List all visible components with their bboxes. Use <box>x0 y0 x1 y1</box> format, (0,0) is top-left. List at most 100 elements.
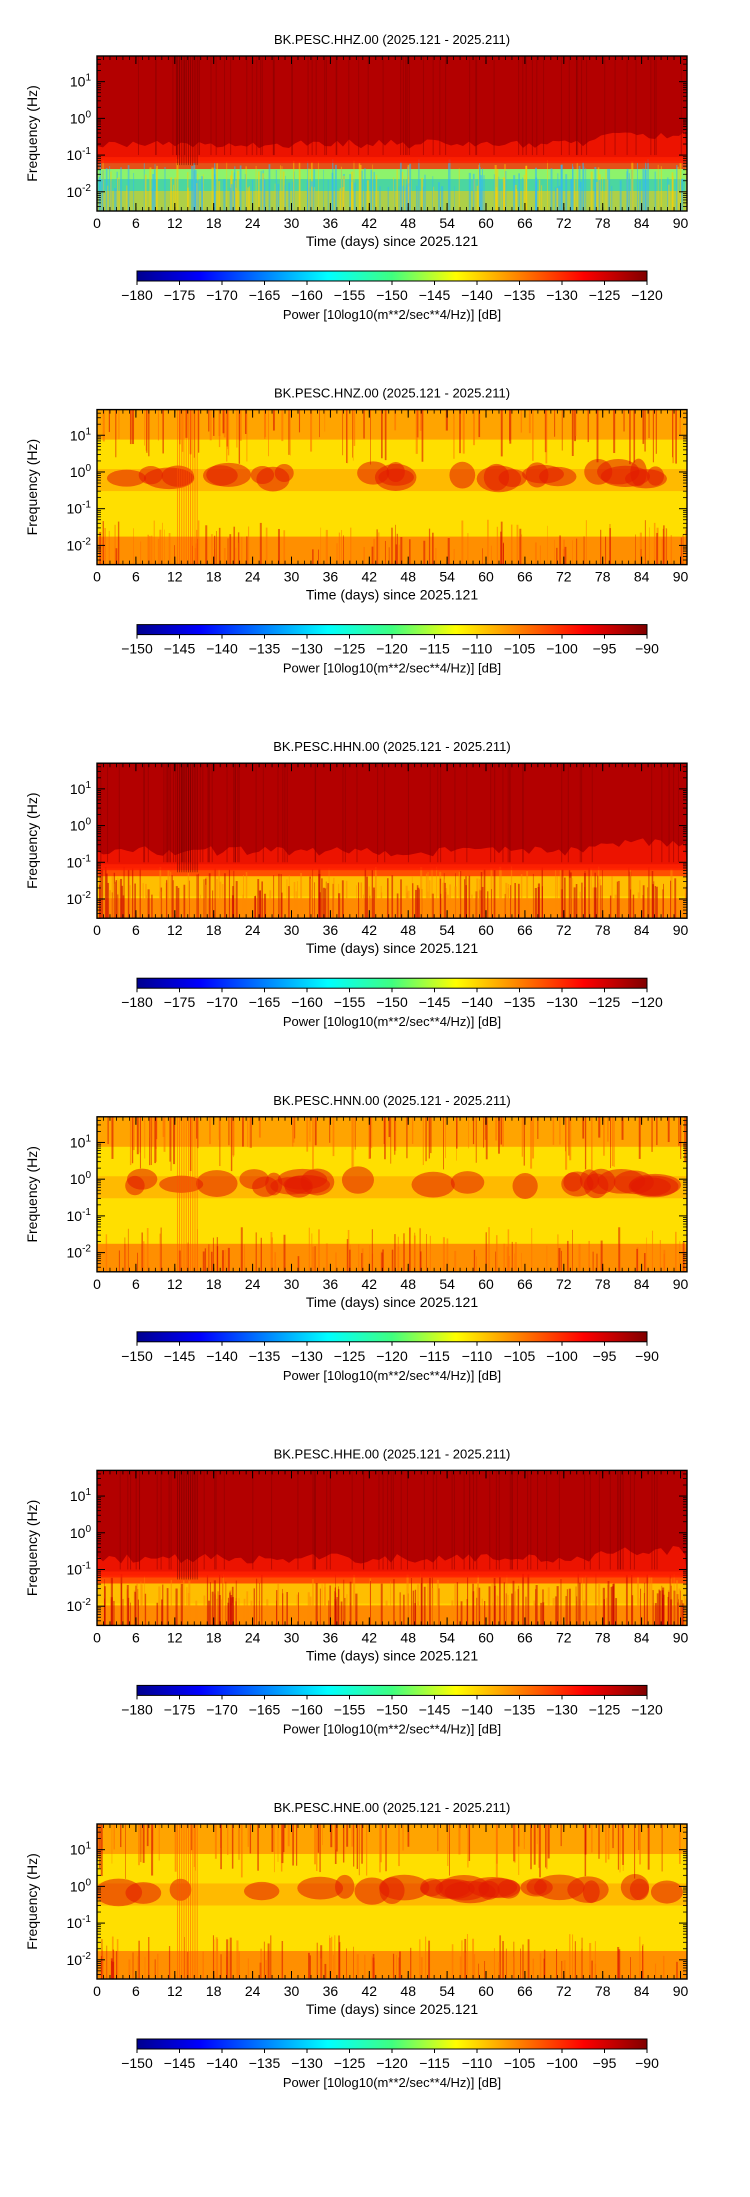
x-tick-label: 42 <box>362 1629 378 1645</box>
colorbar-tick-label: −110 <box>462 2055 493 2071</box>
colorbar-tick-label: −145 <box>419 994 451 1010</box>
spectrogram-image <box>97 1470 687 1626</box>
x-tick-label: 90 <box>673 1276 689 1292</box>
panel-title: BK.PESC.HHE.00 (2025.121 - 2025.211) <box>274 1446 511 1461</box>
colorbar-tick-label: −160 <box>291 1701 323 1717</box>
x-tick-label: 60 <box>478 215 494 231</box>
y-tick-label: 10-1 <box>67 146 92 163</box>
x-tick-label: 0 <box>93 215 101 231</box>
x-tick-label: 36 <box>323 1629 339 1645</box>
colorbar-label: Power [10log10(m**2/sec**4/Hz)] [dB] <box>283 1368 501 1383</box>
y-tick-label: 100 <box>70 1524 92 1541</box>
x-tick-label: 54 <box>439 1276 455 1292</box>
colorbar-tick-label: −175 <box>164 994 196 1010</box>
x-tick-label: 78 <box>595 922 611 938</box>
colorbar-gradient <box>136 1684 648 1696</box>
colorbar-tick-label: −115 <box>419 2055 450 2071</box>
colorbar-tick-label: −130 <box>291 641 323 657</box>
colorbar-tick-label: −135 <box>249 1348 281 1364</box>
x-tick-label: 48 <box>400 1983 416 1999</box>
colorbar-tick-label: −150 <box>121 1348 153 1364</box>
colorbar-tick-label: −95 <box>593 1348 617 1364</box>
colorbar-tick-label: −120 <box>376 641 408 657</box>
spectrogram-panel: BK.PESC.HHE.00 (2025.121 - 2025.211) 0 6 12… <box>24 1446 689 1736</box>
x-tick-label: 24 <box>245 922 261 938</box>
colorbar-tick-label: −130 <box>291 1348 323 1364</box>
colorbar-label: Power [10log10(m**2/sec**4/Hz)] [dB] <box>283 661 501 676</box>
colorbar-tick-label: −120 <box>376 1348 408 1364</box>
colorbar-label: Power [10log10(m**2/sec**4/Hz)] [dB] <box>283 307 501 322</box>
y-axis-label: Frequency (Hz) <box>24 439 40 535</box>
x-tick-label: 18 <box>206 922 222 938</box>
y-tick-label: 101 <box>70 1841 92 1858</box>
y-axis-label: Frequency (Hz) <box>24 792 40 888</box>
y-tick-label: 100 <box>70 463 92 480</box>
spectrogram-image <box>97 409 687 565</box>
y-tick-label: 10-2 <box>67 890 92 907</box>
colorbar-tick-label: −140 <box>206 2055 238 2071</box>
y-tick-label: 10-1 <box>67 1560 92 1577</box>
x-tick-label: 18 <box>206 1983 222 1999</box>
colorbar-tick-label: −135 <box>249 2055 281 2071</box>
x-tick-label: 0 <box>93 1276 101 1292</box>
colorbar: −150 −145 −140 −135 −130 −125 −120 −115 −110 −105… <box>121 624 659 676</box>
x-tick-label: 24 <box>245 1629 261 1645</box>
y-tick-label: 101 <box>70 780 92 797</box>
y-tick-label: 101 <box>70 1487 92 1504</box>
y-axis-label: Frequency (Hz) <box>24 85 40 181</box>
colorbar-tick-label: −120 <box>631 994 663 1010</box>
panel-title: BK.PESC.HHZ.00 (2025.121 - 2025.211) <box>274 32 510 47</box>
x-tick-label: 12 <box>167 215 183 231</box>
x-tick-label: 42 <box>362 922 378 938</box>
x-tick-label: 12 <box>167 1276 183 1292</box>
x-tick-label: 42 <box>362 215 378 231</box>
colorbar-tick-label: −135 <box>504 994 536 1010</box>
colorbar-tick-label: −110 <box>462 641 493 657</box>
x-tick-label: 42 <box>362 1983 378 1999</box>
x-tick-label: 30 <box>284 1276 300 1292</box>
x-tick-label: 36 <box>323 215 339 231</box>
x-tick-label: 6 <box>132 922 140 938</box>
colorbar-tick-label: −140 <box>461 287 493 303</box>
spectrogram-image <box>97 1824 687 1979</box>
x-tick-label: 0 <box>93 1629 101 1645</box>
x-tick-label: 0 <box>93 569 101 585</box>
colorbar: −150 −145 −140 −135 −130 −125 −120 −115 −110 −105… <box>121 2038 659 2090</box>
panel-title: BK.PESC.HNN.00 (2025.121 - 2025.211) <box>273 1093 511 1108</box>
x-tick-label: 66 <box>517 1983 533 1999</box>
x-tick-label: 6 <box>132 569 140 585</box>
x-tick-label: 90 <box>673 215 689 231</box>
colorbar-tick-label: −105 <box>504 1348 536 1364</box>
spectrogram-image <box>97 1116 687 1272</box>
colorbar-gradient <box>136 624 648 636</box>
colorbar-tick-label: −155 <box>334 1701 366 1717</box>
colorbar-tick-label: −130 <box>546 1701 578 1717</box>
panel-title: BK.PESC.HNZ.00 (2025.121 - 2025.211) <box>274 386 510 401</box>
colorbar-tick-label: −160 <box>291 994 323 1010</box>
x-axis-label: Time (days) since 2025.121 <box>306 940 478 956</box>
x-tick-label: 18 <box>206 569 222 585</box>
x-tick-label: 72 <box>556 1276 572 1292</box>
colorbar-label: Power [10log10(m**2/sec**4/Hz)] [dB] <box>283 1014 501 1029</box>
colorbar-tick-label: −105 <box>504 641 536 657</box>
colorbar-tick-label: −105 <box>504 2055 536 2071</box>
colorbar-tick-label: −125 <box>589 287 621 303</box>
x-tick-label: 24 <box>245 1276 261 1292</box>
colorbar-tick-label: −115 <box>419 641 450 657</box>
x-tick-label: 72 <box>556 922 572 938</box>
x-tick-label: 66 <box>517 1276 533 1292</box>
x-tick-label: 30 <box>284 1983 300 1999</box>
colorbar-tick-label: −125 <box>589 1701 621 1717</box>
y-axis-label: Frequency (Hz) <box>24 1146 40 1242</box>
x-tick-label: 36 <box>323 922 339 938</box>
x-axis-label: Time (days) since 2025.121 <box>306 587 478 603</box>
colorbar-tick-label: −110 <box>462 1348 493 1364</box>
colorbar: −150 −145 −140 −135 −130 −125 −120 −115 −110 −105… <box>121 1331 659 1383</box>
colorbar-tick-label: −130 <box>291 2055 323 2071</box>
x-tick-label: 48 <box>400 1276 416 1292</box>
x-tick-label: 54 <box>439 1983 455 1999</box>
x-tick-label: 66 <box>517 215 533 231</box>
x-tick-label: 48 <box>400 1629 416 1645</box>
colorbar-tick-label: −125 <box>334 641 366 657</box>
